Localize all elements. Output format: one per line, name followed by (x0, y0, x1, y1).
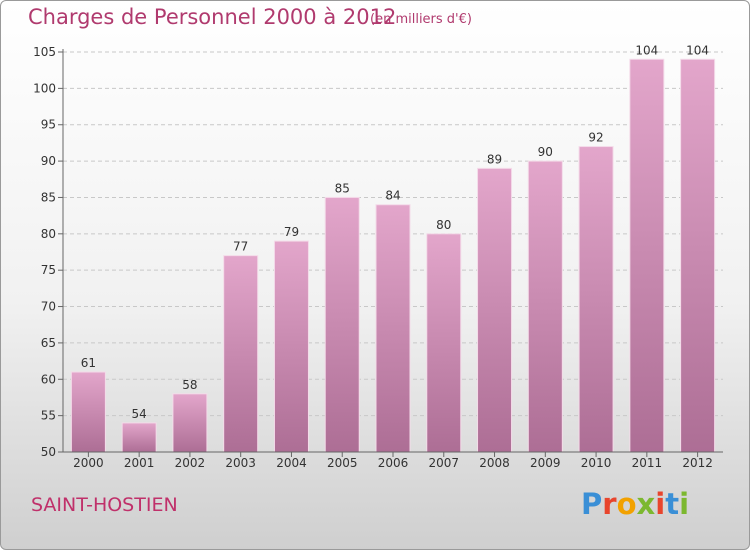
bar-value-label: 84 (385, 189, 400, 203)
y-tick-label: 75 (41, 263, 56, 277)
bar-2003 (223, 255, 259, 453)
y-tick-label: 85 (41, 190, 56, 204)
x-tick-label: 2009 (530, 456, 561, 470)
y-tick-label: 80 (41, 227, 56, 241)
y-tick-label: 55 (41, 409, 56, 423)
x-tick-label: 2000 (73, 456, 104, 470)
y-tick-label: 50 (41, 445, 56, 459)
chart-title: Charges de Personnel 2000 à 2012 (28, 5, 397, 29)
y-tick-label: 70 (41, 300, 56, 314)
logo-letter: o (616, 487, 637, 521)
x-tick-label: 2012 (682, 456, 713, 470)
x-tick-label: 2006 (378, 456, 409, 470)
bar-2002 (172, 393, 208, 453)
logo-letter: t (665, 487, 680, 521)
bar-value-label: 104 (686, 43, 709, 57)
y-tick-label: 105 (33, 45, 56, 59)
bar-value-label: 54 (132, 407, 147, 421)
x-tick-label: 2010 (581, 456, 612, 470)
y-tick-label: 90 (41, 154, 56, 168)
x-tick-label: 2008 (479, 456, 510, 470)
bar-value-label: 104 (635, 43, 658, 57)
x-tick-label: 2011 (632, 456, 663, 470)
logo-letter: i (655, 487, 666, 521)
bar-2009 (527, 160, 563, 453)
bar-2011 (629, 58, 665, 453)
bar-value-label: 92 (588, 131, 603, 145)
x-tick-label: 2002 (175, 456, 206, 470)
chart-subtitle: (en milliers d'€) (370, 12, 472, 27)
logo-letter: P (581, 487, 603, 521)
bar-2001 (121, 422, 157, 453)
logo-letter: r (602, 487, 617, 521)
bar-value-label: 61 (81, 356, 96, 370)
y-tick-label: 100 (33, 81, 56, 95)
bar-value-label: 79 (284, 225, 299, 239)
bar-2012 (680, 58, 716, 453)
bar-2010 (578, 146, 614, 453)
bar-value-label: 77 (233, 240, 248, 254)
bar-2005 (324, 196, 360, 453)
x-tick-label: 2001 (124, 456, 155, 470)
x-tick-label: 2007 (428, 456, 459, 470)
bar-2000 (70, 371, 106, 453)
x-tick-label: 2004 (276, 456, 307, 470)
y-tick-label: 60 (41, 372, 56, 386)
y-tick-label: 65 (41, 336, 56, 350)
bar-value-label: 89 (487, 152, 502, 166)
x-tick-label: 2005 (327, 456, 358, 470)
bar-value-label: 85 (335, 181, 350, 195)
logo-letter: i (679, 487, 690, 521)
y-tick-label: 95 (41, 118, 56, 132)
commune-name: SAINT-HOSTIEN (31, 494, 178, 516)
bar-value-label: 58 (182, 378, 197, 392)
bar-value-label: 90 (538, 145, 553, 159)
bar-2004 (273, 240, 309, 453)
proxiti-logo: Proxiti (581, 487, 689, 521)
bar-value-label: 80 (436, 218, 451, 232)
x-tick-label: 2003 (225, 456, 256, 470)
logo-letter: x (636, 487, 656, 521)
bar-2006 (375, 204, 411, 453)
bar-2008 (477, 167, 513, 453)
bar-2007 (426, 233, 462, 453)
